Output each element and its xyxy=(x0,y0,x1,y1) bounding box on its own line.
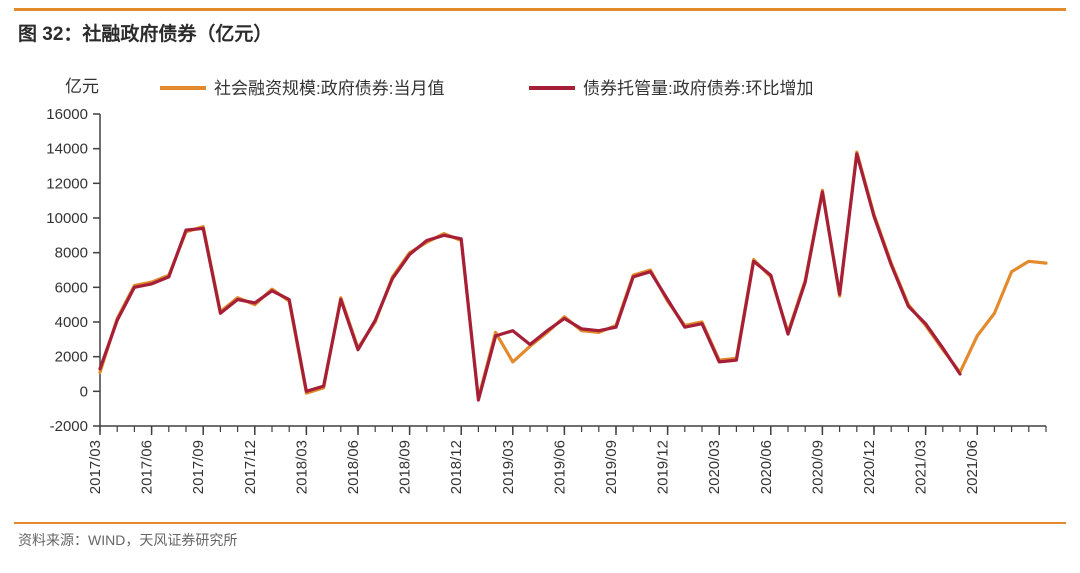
svg-text:亿元: 亿元 xyxy=(65,77,99,96)
svg-text:社会融资规模:政府债券:当月值: 社会融资规模:政府债券:当月值 xyxy=(214,79,444,98)
svg-text:债券托管量:政府债券:环比增加: 债券托管量:政府债券:环比增加 xyxy=(583,79,813,98)
line-chart: 亿元 社会融资规模:政府债券:当月值 债券托管量:政府债券:环比增加 -2000 0 20… xyxy=(14,52,1066,522)
source-attribution: 资料来源：WIND，天风证券研究所 xyxy=(14,522,1066,554)
chart-area: 亿元 社会融资规模:政府债券:当月值 债券托管量:政府债券:环比增加 -2000 0 20… xyxy=(14,52,1066,522)
svg-text:2019/03: 2019/03 xyxy=(500,440,517,494)
svg-text:2017/03: 2017/03 xyxy=(87,440,104,494)
svg-text:-2000: -2000 xyxy=(50,418,88,435)
figure-container: 图 32：社融政府债券（亿元） 亿元 社会融资规模:政府债券:当月值 债券托管量:政… xyxy=(0,0,1080,560)
svg-text:2017/09: 2017/09 xyxy=(190,440,207,494)
svg-text:2020/03: 2020/03 xyxy=(706,440,723,494)
svg-text:2018/12: 2018/12 xyxy=(448,440,465,494)
svg-text:8000: 8000 xyxy=(55,245,88,262)
svg-text:12000: 12000 xyxy=(46,175,88,192)
svg-text:14000: 14000 xyxy=(46,141,88,158)
svg-text:4000: 4000 xyxy=(55,314,88,331)
svg-text:2019/09: 2019/09 xyxy=(603,440,620,494)
svg-text:6000: 6000 xyxy=(55,279,88,296)
figure-title: 图 32：社融政府债券（亿元） xyxy=(14,8,1066,52)
svg-text:2021/06: 2021/06 xyxy=(964,440,981,494)
svg-text:2017/12: 2017/12 xyxy=(242,440,259,494)
svg-text:2020/12: 2020/12 xyxy=(861,440,878,494)
svg-text:0: 0 xyxy=(80,383,88,400)
svg-text:2020/09: 2020/09 xyxy=(809,440,826,494)
svg-text:2017/06: 2017/06 xyxy=(139,440,156,494)
svg-text:2020/06: 2020/06 xyxy=(758,440,775,494)
svg-text:2000: 2000 xyxy=(55,349,88,366)
svg-text:16000: 16000 xyxy=(46,106,88,123)
svg-text:2021/03: 2021/03 xyxy=(913,440,930,494)
svg-text:2018/06: 2018/06 xyxy=(345,440,362,494)
svg-text:2018/09: 2018/09 xyxy=(397,440,414,494)
svg-text:10000: 10000 xyxy=(46,210,88,227)
svg-text:2019/12: 2019/12 xyxy=(655,440,672,494)
svg-text:2019/06: 2019/06 xyxy=(551,440,568,494)
svg-text:2018/03: 2018/03 xyxy=(293,440,310,494)
